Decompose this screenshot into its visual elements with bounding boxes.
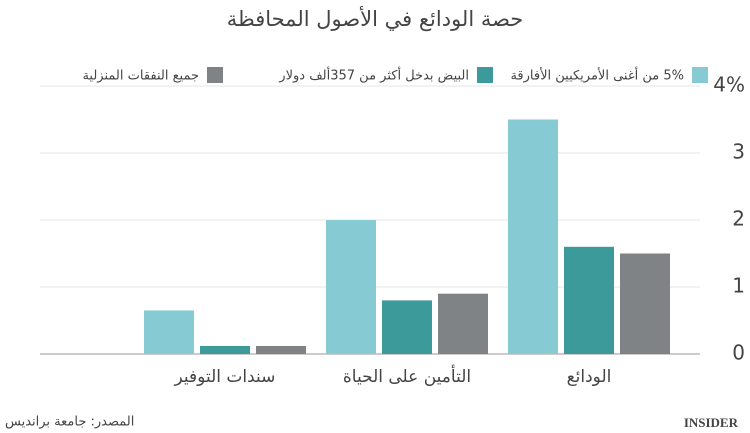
- bar: [200, 345, 250, 354]
- y-tick-label: 2: [732, 207, 745, 231]
- y-tick-label: 0: [732, 341, 745, 365]
- bar: [564, 246, 614, 354]
- x-tick-label: التأمين على الحياة: [343, 364, 471, 387]
- bar: [620, 253, 670, 354]
- legend-swatch: [207, 67, 223, 83]
- x-tick-label: سندات التوفير: [174, 367, 276, 387]
- chart-title: حصة الودائع في الأصول المحافظة: [227, 6, 524, 31]
- legend-label: 5% من أغنى الأمريكيين الأفارقة: [510, 67, 684, 84]
- y-tick-label: 1: [732, 274, 745, 298]
- bar: [438, 293, 488, 354]
- legend-swatch: [477, 67, 493, 83]
- x-tick-label: الودائع: [567, 367, 612, 387]
- logo: INSIDER: [684, 415, 739, 430]
- y-tick-label: 4%: [713, 73, 745, 97]
- source: المصدر: جامعة برانديس: [5, 415, 134, 430]
- bar: [144, 310, 194, 354]
- legend-label: البيض بدخل أكثر من 357ألف دولار: [278, 67, 469, 84]
- y-tick-label: 3: [732, 140, 745, 164]
- legend-label: جميع النفقات المنزلية: [82, 69, 199, 84]
- bar: [256, 345, 306, 354]
- bar: [382, 300, 432, 354]
- legend-swatch: [692, 67, 708, 83]
- bar: [508, 119, 558, 354]
- bar: [326, 220, 376, 354]
